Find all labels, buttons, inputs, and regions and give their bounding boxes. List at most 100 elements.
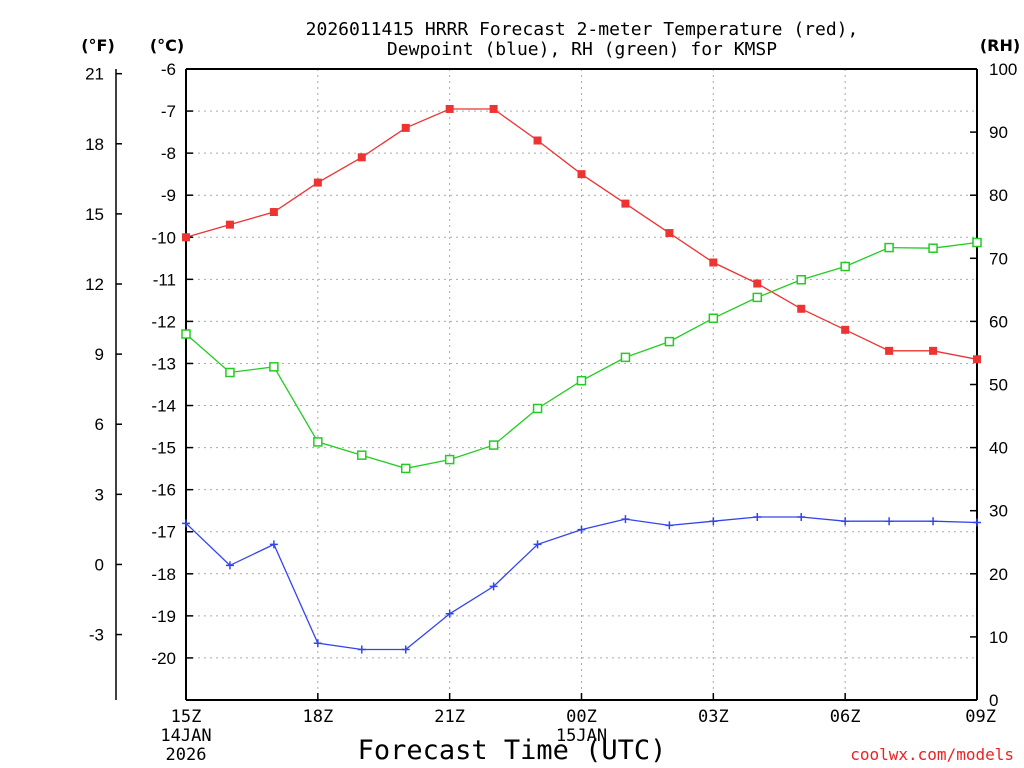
axes: 211815129630-3-6-7-8-9-10-11-12-13-14-15… [85, 60, 1017, 765]
celsius-tick-label: -7 [161, 102, 176, 121]
series-layer [181, 104, 982, 654]
x-tick-label: 00Z [566, 707, 597, 727]
dewpoint-marker [533, 540, 542, 549]
chart-title-line2: Dewpoint (blue), RH (green) for KMSP [387, 39, 777, 60]
dewpoint-marker [621, 515, 630, 524]
rh-tick-label: 50 [989, 376, 1008, 395]
dewpoint-marker [489, 582, 498, 591]
rh-tick-label: 30 [989, 502, 1008, 521]
temperature-marker [225, 220, 234, 229]
rh-marker [664, 336, 675, 347]
celsius-tick-label: -15 [151, 439, 176, 458]
rh-marker [269, 362, 279, 372]
celsius-tick-label: -20 [151, 649, 176, 668]
dewpoint-marker [577, 525, 586, 534]
rh-marker [752, 292, 763, 303]
celsius-tick-label: -12 [151, 312, 176, 331]
temperature-marker [533, 136, 542, 145]
temperature-marker [313, 178, 322, 187]
x-date-label: 14JAN [160, 726, 211, 746]
fahrenheit-tick-label: 21 [85, 65, 104, 84]
rh-marker [840, 261, 850, 272]
dewpoint-line [185, 516, 978, 651]
temperature-marker [357, 153, 366, 162]
fahrenheit-tick-label: 0 [95, 555, 104, 574]
temperature-marker [753, 279, 762, 288]
x-tick-label: 18Z [302, 707, 333, 727]
dewpoint-marker [885, 517, 894, 526]
celsius-tick-label: -9 [161, 186, 176, 205]
series-dewpoint [182, 513, 981, 654]
celsius-tick-label: -18 [151, 565, 176, 584]
rh-tick-label: 10 [989, 628, 1008, 647]
x-axis-title: Forecast Time (UTC) [358, 735, 667, 766]
rh-tick-label: 70 [989, 249, 1008, 268]
rh-unit-label: (RH) [980, 36, 1020, 55]
dewpoint-marker [313, 639, 322, 648]
rh-marker [972, 237, 982, 248]
fahrenheit-tick-label: 3 [95, 485, 104, 504]
rh-tick-label: 20 [989, 565, 1008, 584]
series-rh [181, 237, 982, 474]
rh-marker [444, 454, 455, 465]
x-tick-label: 21Z [434, 707, 465, 727]
rh-marker [884, 242, 894, 253]
fahrenheit-tick-label: 12 [85, 275, 104, 294]
rh-marker [576, 375, 587, 386]
rh-tick-label: 0 [989, 691, 998, 710]
dewpoint-marker [225, 561, 234, 570]
temperature-marker [182, 233, 190, 242]
rh-marker [620, 352, 631, 363]
x-date-label: 15JAN [556, 726, 607, 746]
temperature-marker [401, 123, 410, 132]
temperature-marker [269, 208, 278, 217]
dewpoint-marker [709, 517, 718, 526]
celsius-tick-label: -19 [151, 607, 176, 626]
rh-marker [400, 463, 411, 474]
dewpoint-marker [929, 517, 938, 526]
rh-tick-label: 80 [989, 186, 1008, 205]
celsius-tick-label: -13 [151, 354, 176, 373]
fahrenheit-tick-label: 18 [85, 135, 104, 154]
rh-marker [488, 440, 499, 450]
series-temperature [182, 104, 981, 364]
rh-line [185, 241, 978, 470]
rh-marker [796, 275, 806, 285]
x-tick-label: 03Z [698, 707, 729, 727]
fahrenheit-tick-label: 9 [95, 345, 104, 364]
rh-marker [225, 367, 235, 378]
celsius-tick-label: -11 [153, 270, 176, 289]
rh-marker [313, 437, 323, 447]
dewpoint-marker [269, 540, 278, 549]
temperature-marker [665, 229, 674, 238]
rh-tick-label: 90 [989, 123, 1008, 142]
rh-marker [532, 403, 543, 414]
temperature-marker [445, 104, 454, 113]
rh-marker [708, 313, 719, 323]
fahrenheit-unit-label: (°F) [81, 36, 115, 55]
celsius-unit-label: (°C) [150, 36, 184, 55]
dewpoint-marker [665, 521, 674, 530]
temperature-marker [577, 170, 586, 179]
fahrenheit-tick-label: 15 [85, 205, 104, 224]
temperature-marker [929, 346, 938, 355]
dewpoint-marker [401, 645, 410, 654]
temperature-marker [797, 304, 806, 313]
x-year-label: 2026 [166, 745, 207, 765]
dewpoint-marker [753, 513, 762, 522]
celsius-tick-label: -8 [161, 144, 176, 163]
rh-marker [181, 329, 191, 339]
dewpoint-marker [445, 609, 454, 618]
chart-title-line1: 2026011415 HRRR Forecast 2-meter Tempera… [306, 19, 859, 40]
dewpoint-marker [841, 517, 850, 526]
rh-tick-label: 40 [989, 439, 1008, 458]
dewpoint-marker [973, 518, 981, 527]
celsius-tick-label: -6 [161, 60, 176, 79]
temperature-marker [621, 199, 630, 208]
rh-tick-label: 60 [989, 312, 1008, 331]
celsius-tick-label: -14 [151, 397, 176, 416]
temperature-marker [885, 346, 894, 355]
dewpoint-marker [797, 513, 806, 522]
celsius-tick-label: -10 [151, 228, 176, 247]
